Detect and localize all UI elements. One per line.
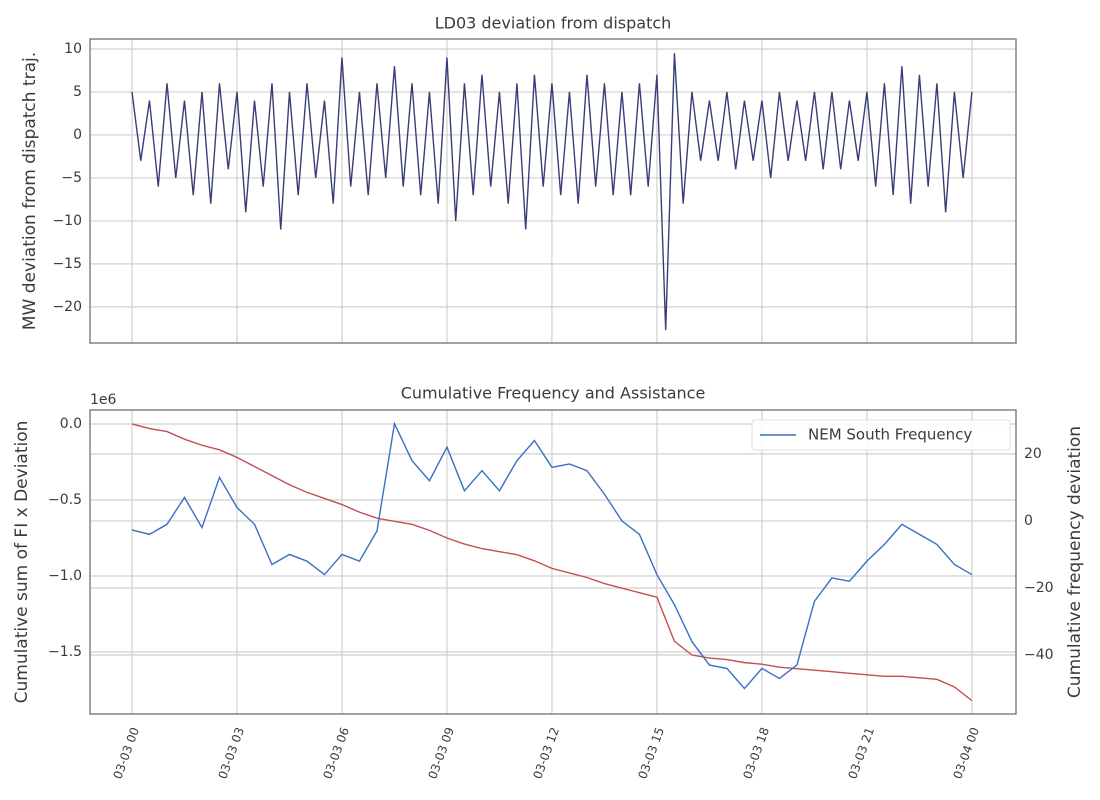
y-tick-label: −15 (52, 256, 82, 272)
offset-label: 1e6 (90, 392, 117, 408)
chart-title: Cumulative Frequency and Assistance (401, 384, 706, 403)
y-tick-label: 0.0 (60, 416, 82, 432)
data-line (131, 423, 973, 702)
y-tick-label: −1.5 (48, 644, 82, 660)
y-tick-label: −5 (61, 170, 82, 186)
data-line (131, 421, 973, 690)
y2-axis-label: Cumulative frequency deviation (1065, 426, 1085, 698)
y-tick-label: −1.0 (48, 568, 82, 584)
y-tick-label: 0 (73, 127, 82, 143)
legend-label: NEM South Frequency (808, 426, 972, 444)
y-tick-label: 10 (64, 41, 82, 57)
y2-tick-label: 20 (1024, 446, 1042, 462)
y-axis-label: MW deviation from dispatch traj. (20, 52, 40, 330)
chart-title: LD03 deviation from dispatch (435, 14, 672, 33)
axes-frame (89, 38, 1017, 344)
y2-tick-label: −20 (1024, 580, 1054, 596)
data-line (131, 53, 973, 331)
y-tick-label: −10 (52, 213, 82, 229)
y-tick-label: −20 (52, 299, 82, 315)
y-tick-label: −0.5 (48, 492, 82, 508)
legend-box (751, 419, 1011, 451)
y-tick-label: 5 (73, 84, 82, 100)
y2-tick-label: −40 (1024, 647, 1054, 663)
y-axis-label: Cumulative sum of FI x Deviation (12, 421, 32, 704)
axes-frame (89, 409, 1017, 715)
y2-tick-label: 0 (1024, 513, 1033, 529)
